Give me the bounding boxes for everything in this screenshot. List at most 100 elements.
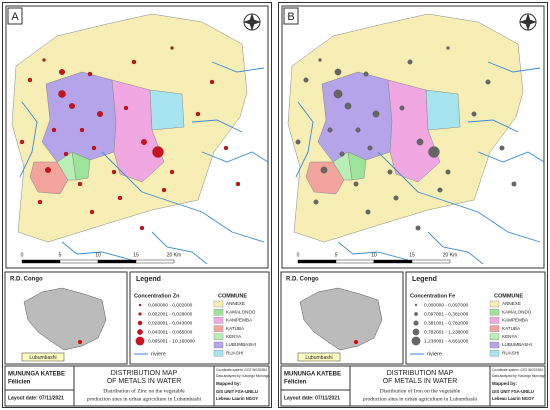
legend-class: 0,043001 - 0,065000 (148, 329, 193, 335)
sample-point (485, 79, 491, 85)
legend-symbol (411, 336, 421, 346)
data-analyst: Data analyzed by: Kasongo Mununga (492, 374, 545, 378)
sample-point (333, 89, 343, 99)
river (427, 231, 484, 265)
sample-point (387, 169, 393, 175)
legend-class: 0,782001 - 1,238000 (424, 329, 469, 335)
sample-point (295, 139, 301, 145)
legend-swatch (489, 333, 500, 340)
legend-concentration-title: Concentration Zn (134, 293, 180, 299)
author: MUNUNGA KATEBE (284, 372, 341, 378)
legend-commune-title: COMMUNE (494, 293, 523, 299)
sample-point (87, 71, 93, 77)
sample-point (313, 199, 319, 205)
legend-swatch (489, 350, 500, 357)
sample-point (318, 58, 322, 62)
legend-river: riviere (427, 351, 442, 357)
map-frame: B 0 5 10 15 20 Km (281, 5, 545, 269)
inset-country-shape (23, 287, 107, 351)
map-title: DISTRIBUTION MAP (111, 370, 178, 377)
sample-point (77, 181, 83, 187)
sample-point (416, 138, 424, 146)
scale-segment (97, 259, 137, 264)
scale-label: 0 (21, 252, 24, 258)
legend-swatch (213, 341, 224, 349)
legend-symbol (414, 312, 418, 316)
legend-commune: RUASHI (226, 350, 243, 355)
commune-area (149, 89, 185, 131)
legend-commune: RUASHI (502, 350, 519, 355)
sample-point (363, 71, 369, 77)
legend-commune: KAMPEMBA (226, 318, 253, 323)
legend-swatch (213, 300, 224, 308)
river (467, 119, 519, 133)
sample-point (45, 167, 51, 173)
legend-symbol (414, 303, 418, 307)
commune-area (425, 89, 461, 131)
sample-point (97, 111, 103, 117)
river (101, 151, 143, 193)
legend-symbol (137, 320, 143, 326)
sample-point (445, 169, 451, 175)
sample-point (123, 105, 129, 111)
sample-point (170, 46, 174, 50)
north-arrow-needle (519, 13, 537, 31)
mapped-label: Mapped by: (216, 381, 242, 386)
legend-symbol (138, 303, 142, 307)
legend-swatch (489, 325, 500, 332)
layout-date: Layout date: 07/11/2021 (284, 395, 340, 401)
inset-city-marker (354, 340, 358, 344)
legend-class: 1,238001 - 4,661000 (424, 338, 469, 344)
river (487, 61, 541, 73)
author: Félicien (284, 380, 307, 386)
data-analyst: Data analyzed by: Kasongo Mununga (216, 374, 269, 378)
sample-point (367, 145, 373, 151)
legend-swatch (489, 300, 500, 308)
inset-city-box (297, 352, 341, 362)
map-subtitle: production sites in urban agriculture in… (363, 396, 478, 402)
inset-city-marker (78, 340, 82, 344)
commune-area (41, 71, 117, 163)
inset-country: R.D. Congo (286, 277, 319, 283)
scale-segment (411, 259, 451, 264)
sample-point (437, 187, 443, 193)
sample-point (499, 145, 505, 151)
sample-point (59, 69, 65, 75)
panel: B 0 5 10 15 20 Km R.D. Congo Lubumbashi Legend Co… (278, 2, 548, 408)
legend: Legend Concentration Fe 0,000000 - 0,09700… (405, 271, 546, 365)
scale-label: 0 (297, 252, 300, 258)
sample-point (407, 59, 413, 65)
author: Félicien (8, 380, 31, 386)
river (141, 191, 265, 243)
sample-point (415, 225, 421, 231)
legend-symbol (413, 320, 419, 326)
scale-segment (297, 259, 337, 264)
sample-point (141, 139, 147, 145)
sample-point (446, 46, 450, 50)
legend-symbol (412, 328, 420, 336)
map-subtitle: Distribution of Iron on the vegetable (380, 387, 461, 394)
sample-point (51, 127, 57, 133)
sample-point (37, 199, 43, 205)
scale-segment (373, 259, 413, 264)
scale-label: 15 (133, 252, 139, 258)
river (61, 241, 133, 261)
legend-commune: KATUBA (226, 326, 245, 331)
sample-point (89, 209, 95, 215)
legend-symbol (138, 312, 142, 316)
legend-concentration-title: Concentration Fe (410, 293, 455, 299)
sample-point (372, 110, 380, 118)
inset-city: Lubumbashi (29, 355, 56, 361)
mapped-by: GIS UNIT FSA-UNILU (216, 389, 258, 394)
sample-point (399, 105, 405, 111)
scale-label: 15 (409, 252, 415, 258)
author: MUNUNGA KATEBE (8, 372, 65, 378)
river (191, 119, 243, 133)
title-block: MUNUNGA KATEBE Félicien Layout date: 07/11… (4, 365, 270, 407)
legend-swatch (489, 341, 500, 349)
mapped-by: Lebeau Laurin NGOY (216, 396, 258, 401)
river (417, 191, 541, 243)
sample-point (353, 181, 359, 187)
scale-label: 5 (335, 252, 338, 258)
legend: Legend Concentration Zn 0,000000 - 0,00200… (129, 271, 270, 365)
